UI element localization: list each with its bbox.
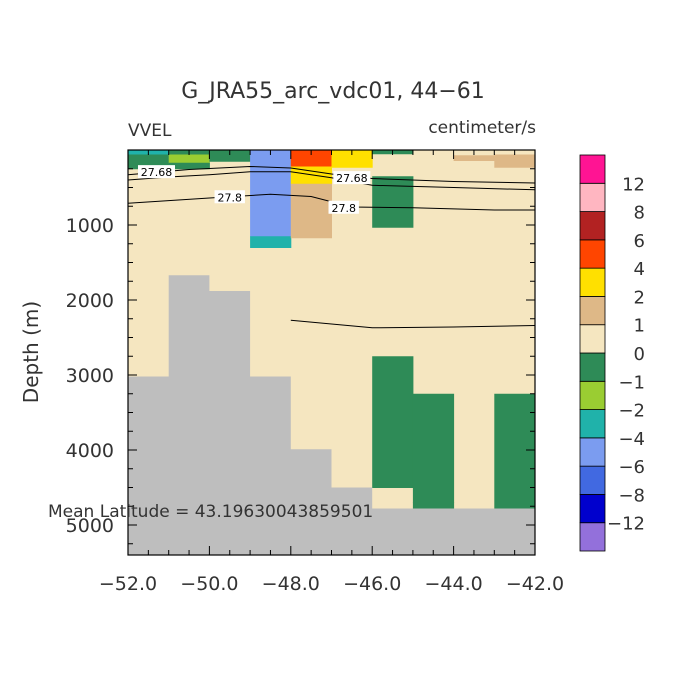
data-cell [290, 166, 332, 185]
data-cell [412, 393, 455, 503]
colorbar-swatch [579, 296, 606, 326]
colorbar-swatch [579, 522, 606, 552]
x-tick-label: −42.0 [506, 573, 564, 595]
colorbar-label: 1 [634, 316, 645, 337]
plot-area [128, 150, 536, 555]
colorbar-swatch [579, 154, 606, 184]
colorbar-swatch [579, 324, 606, 354]
chart-title: G_JRA55_arc_vdc01, 44−61 [181, 79, 485, 104]
data-cell [494, 154, 536, 168]
colorbar-label: −6 [618, 457, 645, 478]
contour-label: 27.8 [218, 191, 243, 204]
colorbar-label: −4 [618, 429, 645, 450]
colorbar-label: 8 [634, 203, 645, 224]
variable-label: VVEL [128, 121, 172, 141]
y-tick-label: 3000 [66, 365, 114, 387]
x-tick-label: −46.0 [343, 573, 401, 595]
contour-line [127, 165, 536, 184]
contour-label-bg [214, 190, 245, 204]
axes: −52.0 −50.0 −48.0 −46.0 −44.0 −42.0 1000 2000 30… [66, 149, 564, 595]
colorbar-swatch [579, 380, 606, 410]
data-cell [453, 155, 495, 161]
data-cell [412, 502, 455, 509]
units-label: centimeter/s [428, 118, 536, 138]
x-tick-label: −44.0 [424, 573, 482, 595]
x-tick-label: −50.0 [180, 573, 238, 595]
colorbar-swatch [579, 465, 606, 495]
colorbar-swatch [579, 494, 606, 524]
contour-label-bg [328, 200, 359, 214]
data-cell [209, 150, 251, 162]
land-mask [128, 275, 535, 555]
data-cell [168, 154, 210, 164]
data-cell [494, 393, 536, 509]
data-cell [250, 236, 292, 248]
contour-line [127, 171, 536, 191]
y-tick-label: 4000 [66, 440, 114, 462]
data-cell [372, 176, 414, 228]
colorbar-swatch [579, 352, 606, 382]
y-axis-label: Depth (m) [19, 301, 43, 403]
colorbar-label: 0 [634, 344, 645, 365]
data-cell [168, 162, 210, 170]
contour-line [290, 319, 536, 329]
colorbar-label: −2 [618, 401, 645, 422]
colorbar-label: −1 [618, 372, 645, 393]
colorbar-swatch [579, 182, 606, 212]
mean-latitude-annotation: Mean Latitude = 43.19630043859501 [48, 502, 373, 522]
data-cell [290, 183, 332, 239]
data-cell [372, 356, 414, 488]
y-tick-label: 2000 [66, 290, 114, 312]
colorbar-label: −12 [607, 514, 645, 535]
colorbar-swatch [579, 239, 606, 269]
colorbar-label: 2 [634, 287, 645, 308]
colorbar-swatch [579, 437, 606, 467]
x-tick-label: −48.0 [262, 573, 320, 595]
contour-label-bg [137, 165, 175, 179]
data-cell [250, 150, 292, 237]
y-tick-label: 5000 [66, 515, 114, 537]
colorbar-label: 6 [634, 231, 645, 252]
contour-label-bg [333, 171, 371, 185]
contour-label: 27.8 [331, 202, 356, 215]
colorbar-label: 12 [622, 174, 645, 195]
data-cell [290, 150, 332, 167]
contour-label: 27.68 [141, 166, 173, 179]
y-tick-label: 1000 [66, 215, 114, 237]
colorbar-swatch [579, 267, 606, 297]
contour-label: 27.68 [336, 172, 368, 185]
colorbar-swatch [579, 409, 606, 439]
colorbar-label: 4 [634, 259, 645, 280]
x-tick-label: −52.0 [99, 573, 157, 595]
colorbar-swatch [579, 211, 606, 241]
colorbar-label: −8 [618, 485, 645, 506]
data-cell [331, 150, 373, 168]
contour-lines: 27.68 27.68 27.8 27.8 [127, 165, 536, 329]
